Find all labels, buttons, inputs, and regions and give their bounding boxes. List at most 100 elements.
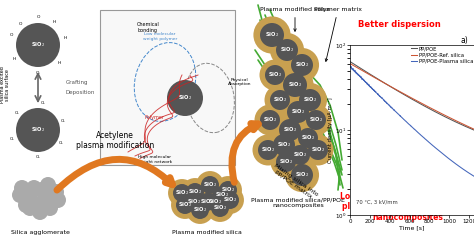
Circle shape	[48, 184, 64, 200]
Circle shape	[22, 187, 38, 203]
Circle shape	[308, 140, 328, 160]
Text: SiO$_2$: SiO$_2$	[311, 146, 325, 154]
Text: O: O	[18, 22, 22, 26]
Circle shape	[12, 187, 28, 203]
Text: SiO$_2$: SiO$_2$	[215, 190, 229, 200]
Circle shape	[168, 179, 196, 207]
Circle shape	[273, 134, 295, 156]
Circle shape	[30, 197, 46, 213]
Circle shape	[176, 196, 194, 214]
Text: SiO$_2$: SiO$_2$	[223, 196, 237, 204]
Circle shape	[283, 73, 307, 97]
Circle shape	[16, 108, 60, 152]
Text: SiO$_2$: SiO$_2$	[309, 116, 323, 124]
PP/POE-Ref. silica	[454, 120, 460, 122]
Text: Silica agglomerate: Silica agglomerate	[10, 230, 69, 235]
Circle shape	[264, 84, 295, 116]
Circle shape	[291, 164, 313, 186]
Text: SiO$_2$: SiO$_2$	[293, 150, 307, 160]
Text: SiO$_2$: SiO$_2$	[178, 94, 192, 102]
PP/POE-Plasma silica	[347, 64, 353, 68]
PP/POE-Plasma silica	[347, 64, 353, 68]
Circle shape	[40, 177, 56, 193]
Circle shape	[196, 171, 224, 199]
Circle shape	[216, 186, 244, 214]
Text: SiO$_2$: SiO$_2$	[283, 126, 297, 134]
Circle shape	[253, 134, 283, 166]
Text: SiO$_2$: SiO$_2$	[187, 198, 201, 206]
Text: SiO$_2$: SiO$_2$	[31, 40, 45, 50]
Circle shape	[260, 23, 284, 47]
Text: Plasma modified silica: Plasma modified silica	[172, 230, 242, 235]
Circle shape	[191, 201, 209, 219]
Circle shape	[201, 176, 219, 194]
Text: SiO$_2$: SiO$_2$	[295, 60, 309, 70]
Circle shape	[32, 204, 48, 220]
PP/POE	[454, 121, 460, 124]
Circle shape	[214, 176, 242, 204]
Text: O-: O-	[10, 137, 15, 141]
Circle shape	[36, 194, 52, 210]
Circle shape	[14, 180, 30, 196]
FancyArrowPatch shape	[57, 159, 173, 190]
Circle shape	[260, 110, 280, 130]
PP/POE-Ref. silica	[347, 62, 353, 65]
Text: H: H	[64, 36, 67, 40]
Text: 70 °C, 3 kV/mm: 70 °C, 3 kV/mm	[356, 200, 398, 205]
Circle shape	[221, 191, 239, 209]
Text: SiO$_2$: SiO$_2$	[31, 126, 45, 134]
Circle shape	[206, 194, 234, 222]
Text: Mixing silica into
PP/POE matrix: Mixing silica into PP/POE matrix	[270, 162, 319, 202]
Circle shape	[42, 200, 58, 216]
Text: O-: O-	[59, 142, 64, 146]
Text: O-: O-	[40, 102, 45, 105]
Line: PP/POE-Plasma silica: PP/POE-Plasma silica	[350, 66, 474, 176]
Circle shape	[292, 122, 323, 154]
Circle shape	[208, 181, 236, 209]
X-axis label: Time [s]: Time [s]	[399, 226, 425, 230]
Text: High molecular
weight network: High molecular weight network	[138, 155, 172, 164]
Text: O-: O-	[36, 71, 41, 75]
Circle shape	[44, 190, 60, 206]
Text: SiO$_2$: SiO$_2$	[200, 198, 214, 206]
Circle shape	[213, 186, 231, 204]
Circle shape	[171, 191, 199, 219]
PP/POE	[422, 105, 428, 108]
PP/POE	[419, 103, 425, 106]
PP/POE-Ref. silica	[441, 113, 447, 116]
Text: Polymer matrix: Polymer matrix	[314, 7, 362, 62]
Text: SiO$_2$: SiO$_2$	[193, 206, 207, 214]
Circle shape	[290, 145, 310, 165]
Text: SiO$_2$: SiO$_2$	[301, 134, 315, 142]
Circle shape	[18, 197, 34, 213]
Circle shape	[254, 16, 291, 54]
Text: Plasma modified silica/PP/POE
nanocomposites: Plasma modified silica/PP/POE nanocompos…	[251, 197, 345, 208]
Text: Physical
Absorption: Physical Absorption	[228, 78, 252, 86]
Circle shape	[180, 188, 208, 216]
Circle shape	[211, 199, 229, 217]
Circle shape	[299, 89, 321, 111]
Circle shape	[186, 183, 204, 201]
Circle shape	[185, 193, 203, 211]
Circle shape	[267, 128, 301, 162]
Text: SiO$_2$: SiO$_2$	[265, 30, 279, 40]
Text: SiO$_2$: SiO$_2$	[279, 158, 293, 166]
Circle shape	[198, 193, 216, 211]
Text: SiO$_2$: SiO$_2$	[213, 204, 227, 212]
Circle shape	[270, 90, 290, 110]
PP/POE-Ref. silica	[422, 104, 428, 107]
Circle shape	[306, 110, 326, 130]
PP/POE-Plasma silica	[454, 163, 460, 166]
PP/POE-Ref. silica	[426, 106, 432, 109]
Circle shape	[173, 184, 191, 202]
Text: SiO$_2$: SiO$_2$	[280, 46, 294, 54]
Text: Chemical
bonding: Chemical bonding	[137, 22, 159, 33]
Circle shape	[206, 193, 224, 211]
Text: O-: O-	[15, 111, 20, 115]
Text: SiO$_2$: SiO$_2$	[263, 116, 277, 124]
Circle shape	[258, 140, 278, 160]
PP/POE	[426, 107, 432, 110]
PP/POE-Plasma silica	[423, 138, 428, 141]
Circle shape	[271, 146, 301, 178]
Text: Plasma modified silica: Plasma modified silica	[260, 7, 330, 31]
